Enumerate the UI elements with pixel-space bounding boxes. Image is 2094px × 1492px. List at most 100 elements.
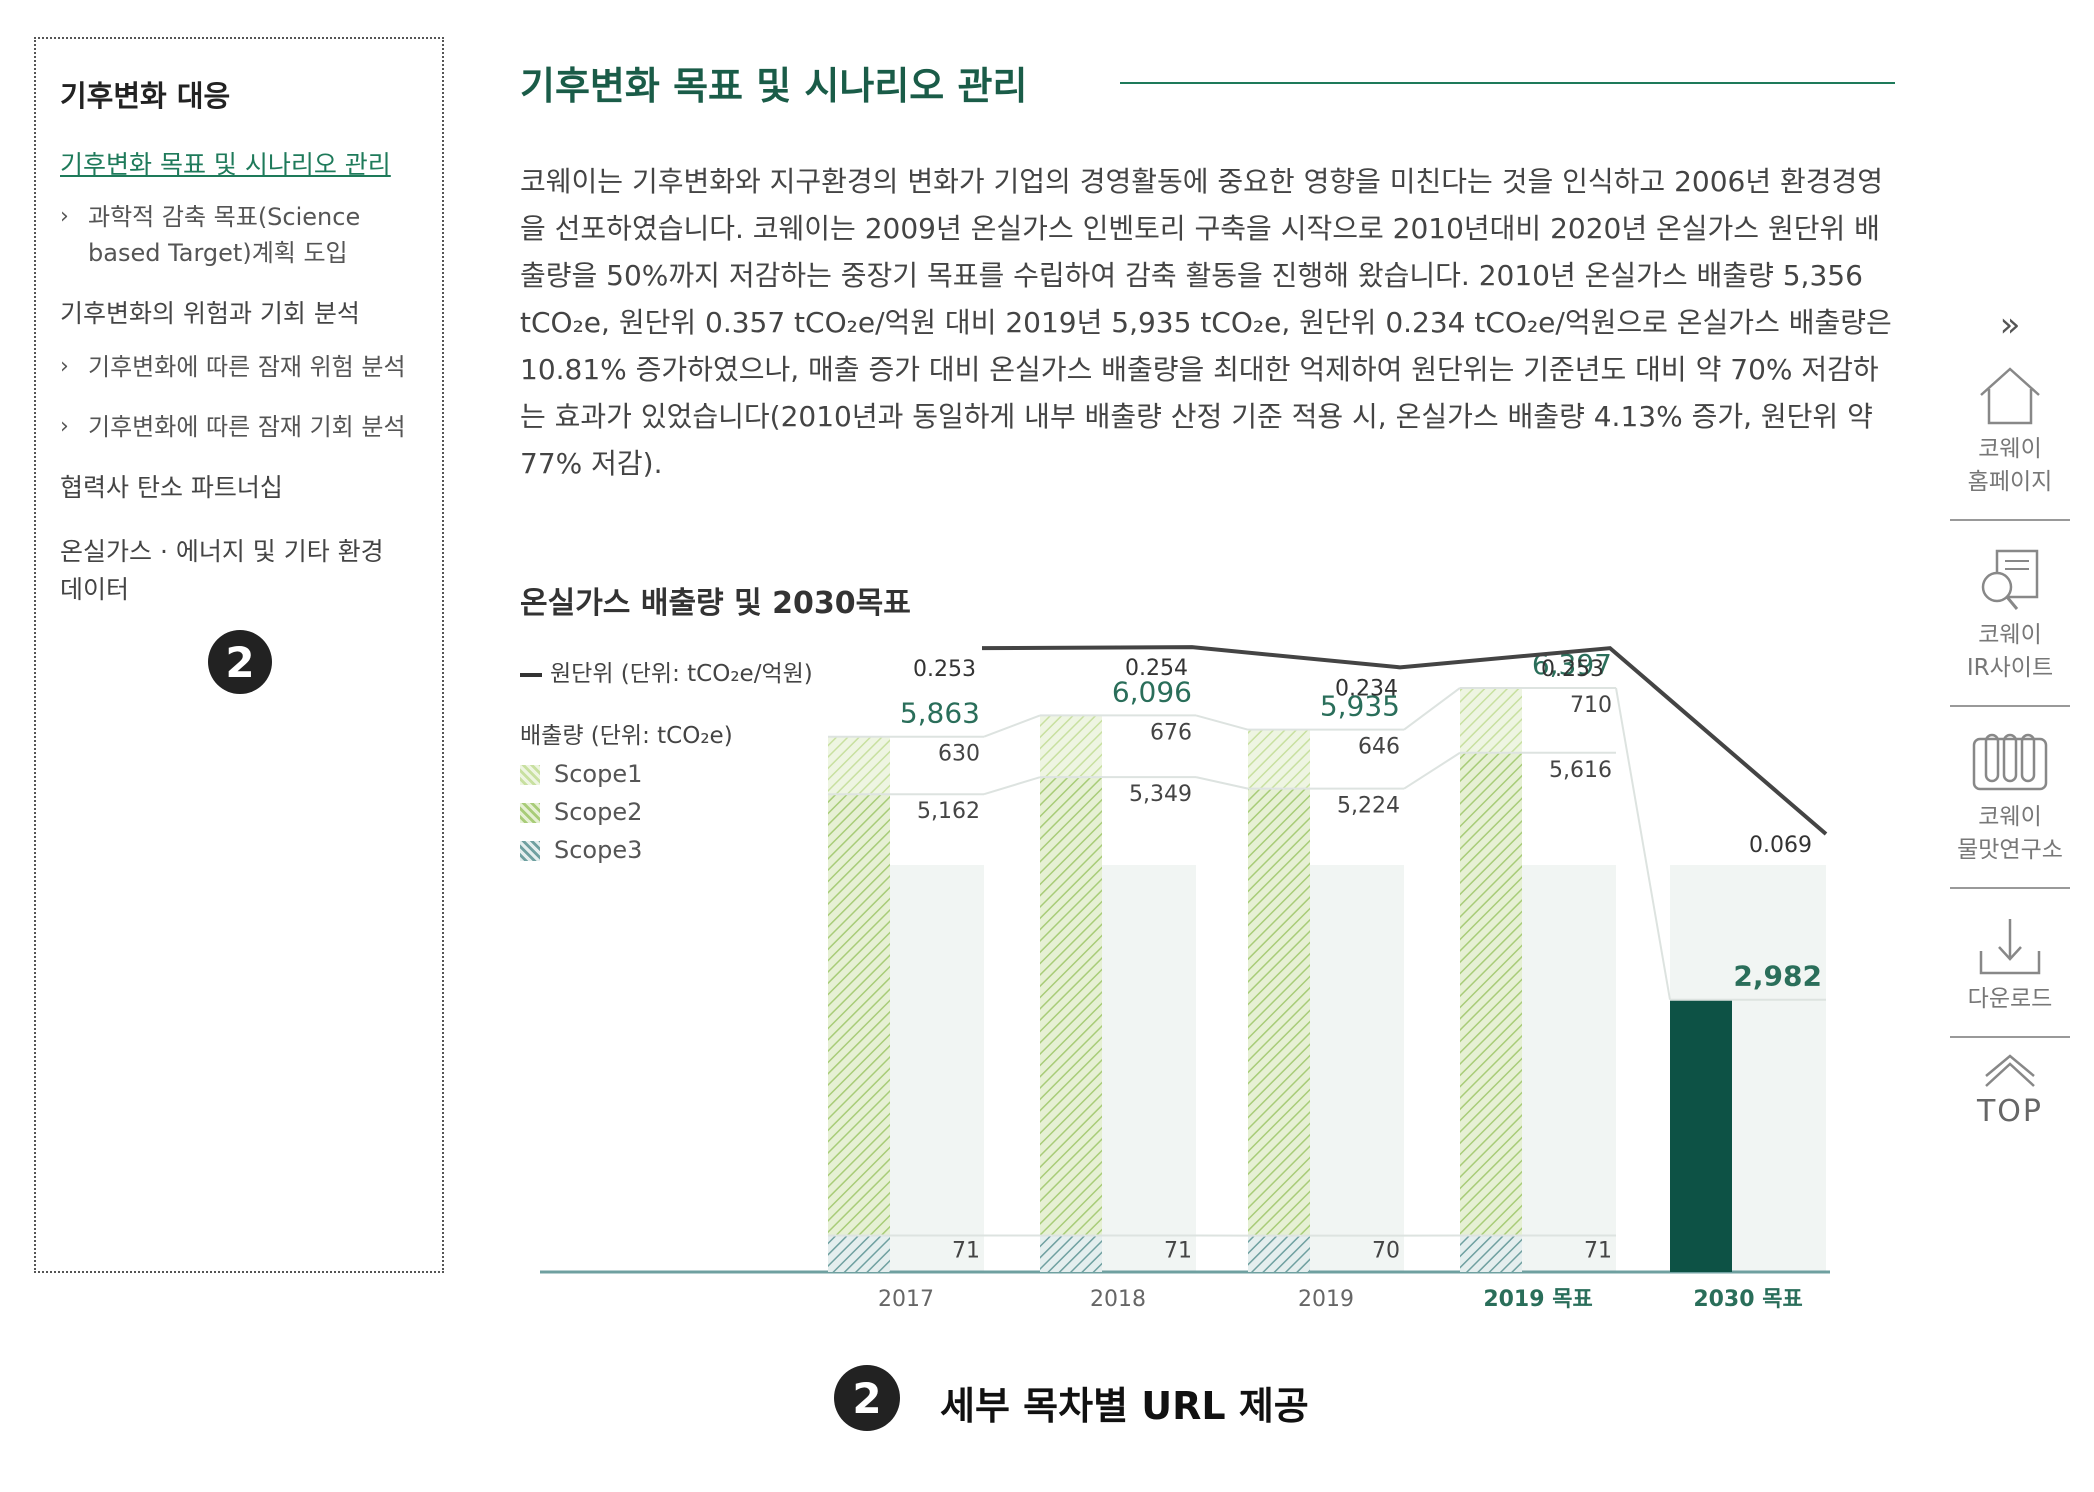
quick-lab-link[interactable]: 코웨이 물맛연구소 bbox=[1950, 723, 2070, 889]
chevron-up-icon bbox=[1985, 1054, 2035, 1087]
connector-scope2 bbox=[983, 776, 1041, 796]
chevron-right-icon: › bbox=[60, 414, 69, 439]
quick-lab-label-1: 코웨이 bbox=[1978, 804, 2042, 830]
sidebar-item-target-scenario[interactable]: 기후변화 목표 및 시나리오 관리 bbox=[60, 150, 391, 179]
intensity-label: 0.234 bbox=[1335, 676, 1398, 701]
bar-scope2 bbox=[1040, 777, 1102, 1236]
quick-ir-link[interactable]: 코웨이 IR사이트 bbox=[1950, 537, 2070, 707]
scope1-label: 630 bbox=[938, 742, 980, 767]
bar-2030-target bbox=[1670, 999, 1732, 1272]
x-tick-label: 2019 목표 bbox=[1483, 1287, 1592, 1312]
sidebar-item-risk-analysis[interactable]: 기후변화의 위험과 기회 분석 bbox=[60, 299, 360, 328]
scope1-label: 646 bbox=[1358, 735, 1400, 760]
caption-badge: 2 bbox=[834, 1365, 900, 1431]
total-label: 5,935 bbox=[1320, 690, 1400, 723]
sidebar-title: 기후변화 대응 bbox=[60, 79, 231, 113]
legend-scope3: Scope3 bbox=[520, 836, 642, 864]
intensity-label: 0.069 bbox=[1749, 833, 1812, 858]
legend-scope1-swatch bbox=[520, 765, 540, 785]
sidebar-sub-opportunity[interactable]: › 기후변화에 따른 잠재 기회 분석 bbox=[60, 409, 418, 445]
ir-search-icon bbox=[1981, 549, 2039, 610]
bar-scope2 bbox=[1248, 788, 1310, 1236]
connector-scope2 bbox=[1403, 751, 1461, 790]
sidebar-sub-label: 기후변화에 따른 잠재 위험 분석 bbox=[88, 353, 406, 381]
legend-scope3-swatch bbox=[520, 841, 540, 861]
bar-scope1 bbox=[1040, 715, 1102, 778]
bar-scope1 bbox=[1460, 687, 1522, 753]
sidebar-sub-science-target[interactable]: › 과학적 감축 목표(Science based Target)계획 도입 bbox=[60, 199, 418, 271]
legend-scope1-label: Scope1 bbox=[554, 760, 643, 788]
total-label: 6,096 bbox=[1112, 675, 1192, 708]
test-tube-icon bbox=[1972, 733, 2048, 791]
scope1-label: 710 bbox=[1570, 693, 1612, 718]
x-tick-label: 2017 bbox=[878, 1287, 934, 1312]
quick-menu: » 코웨이 홈페이지 코웨이 IR사이트 코웨이 물맛연구소 다운로드 TOP bbox=[1950, 305, 2070, 1129]
chevron-right-icon: › bbox=[60, 354, 69, 379]
scope1-label: 676 bbox=[1150, 720, 1192, 745]
quick-home-label-2: 홈페이지 bbox=[1967, 469, 2053, 495]
connector-total bbox=[1195, 714, 1249, 731]
caption-text: 세부 목차별 URL 제공 bbox=[940, 1384, 1309, 1428]
chart-title: 온실가스 배출량 및 2030목표 bbox=[520, 586, 911, 621]
quick-download-label: 다운로드 bbox=[1967, 986, 2053, 1012]
quick-lab-label-2: 물맛연구소 bbox=[1957, 837, 2063, 863]
scope3-label: 71 bbox=[1584, 1239, 1612, 1264]
sidebar-sub-label: 기후변화에 따른 잠재 기회 분석 bbox=[88, 413, 406, 441]
x-tick-label: 2030 목표 bbox=[1693, 1287, 1802, 1312]
scope2-label: 5,349 bbox=[1129, 782, 1192, 807]
quick-home-link[interactable]: 코웨이 홈페이지 bbox=[1950, 355, 2070, 521]
legend-scope2-swatch bbox=[520, 803, 540, 823]
connector-scope2 bbox=[1195, 776, 1249, 790]
bar-scope3 bbox=[828, 1235, 890, 1272]
top-button[interactable]: TOP bbox=[1950, 1054, 2070, 1129]
sidebar-badge: 2 bbox=[208, 630, 272, 694]
chevron-right-icon: › bbox=[60, 204, 69, 229]
sidebar-item-partnership[interactable]: 협력사 탄소 파트너십 bbox=[60, 473, 283, 502]
scope2-label: 5,616 bbox=[1549, 758, 1612, 783]
connector-total bbox=[1615, 687, 1671, 1000]
legend-scope1: Scope1 bbox=[520, 760, 642, 788]
top-label: TOP bbox=[1976, 1094, 2044, 1129]
quick-home-label-1: 코웨이 bbox=[1978, 436, 2042, 462]
title-divider bbox=[1120, 82, 1895, 84]
bar-scope1 bbox=[1248, 729, 1310, 789]
legend-scope2: Scope2 bbox=[520, 798, 642, 826]
scope3-label: 71 bbox=[1164, 1239, 1192, 1264]
page-title: 기후변화 목표 및 시나리오 관리 bbox=[520, 64, 1028, 108]
quick-ir-label-1: 코웨이 bbox=[1978, 622, 2042, 648]
line-legend: 원단위 (단위: tCO₂e/억원) bbox=[520, 654, 813, 688]
sidebar-item-env-data[interactable]: 온실가스 · 에너지 및 기타 환경 데이터 bbox=[60, 537, 384, 604]
line-legend-label: 원단위 (단위: tCO₂e/억원) bbox=[550, 661, 813, 687]
download-icon bbox=[1979, 919, 2041, 975]
total-label: 2,982 bbox=[1733, 960, 1822, 993]
legend-scope2-label: Scope2 bbox=[554, 798, 643, 826]
quick-download-link[interactable]: 다운로드 bbox=[1950, 905, 2070, 1038]
intensity-label: 0.254 bbox=[1125, 656, 1188, 681]
x-tick-label: 2019 bbox=[1298, 1287, 1354, 1312]
double-chevron-right-icon[interactable]: » bbox=[1999, 305, 2021, 345]
intensity-label: 0.253 bbox=[1541, 657, 1604, 682]
bar-scope3 bbox=[1248, 1235, 1310, 1272]
line-legend-swatch bbox=[520, 672, 542, 677]
connector-total bbox=[983, 714, 1041, 738]
bar-legend-title: 배출량 (단위: tCO₂e) bbox=[520, 723, 733, 749]
sidebar-sub-risk[interactable]: › 기후변화에 따른 잠재 위험 분석 bbox=[60, 349, 418, 385]
quick-ir-label-2: IR사이트 bbox=[1966, 655, 2054, 681]
home-icon bbox=[1980, 367, 2040, 425]
scope3-label: 71 bbox=[952, 1239, 980, 1264]
sidebar-sub-label: 과학적 감축 목표(Science based Target)계획 도입 bbox=[88, 203, 361, 267]
bar-scope2 bbox=[1460, 752, 1522, 1236]
intensity-label: 0.253 bbox=[913, 657, 976, 682]
legend-scope3-label: Scope3 bbox=[554, 836, 643, 864]
x-tick-label: 2018 bbox=[1090, 1287, 1146, 1312]
bar-scope3 bbox=[1040, 1235, 1102, 1272]
bar-scope1 bbox=[828, 736, 890, 795]
scope2-label: 5,162 bbox=[917, 799, 980, 824]
total-label: 5,863 bbox=[900, 697, 980, 730]
bar-scope3 bbox=[1460, 1235, 1522, 1272]
bar-scope2 bbox=[828, 794, 890, 1236]
intensity-line bbox=[981, 645, 1828, 836]
sidebar-nav: 기후변화 대응 기후변화 목표 및 시나리오 관리 › 과학적 감축 목표(Sc… bbox=[34, 37, 444, 1273]
intro-paragraph: 코웨이는 기후변화와 지구환경의 변화가 기업의 경영활동에 중요한 영향을 미… bbox=[520, 165, 1892, 480]
